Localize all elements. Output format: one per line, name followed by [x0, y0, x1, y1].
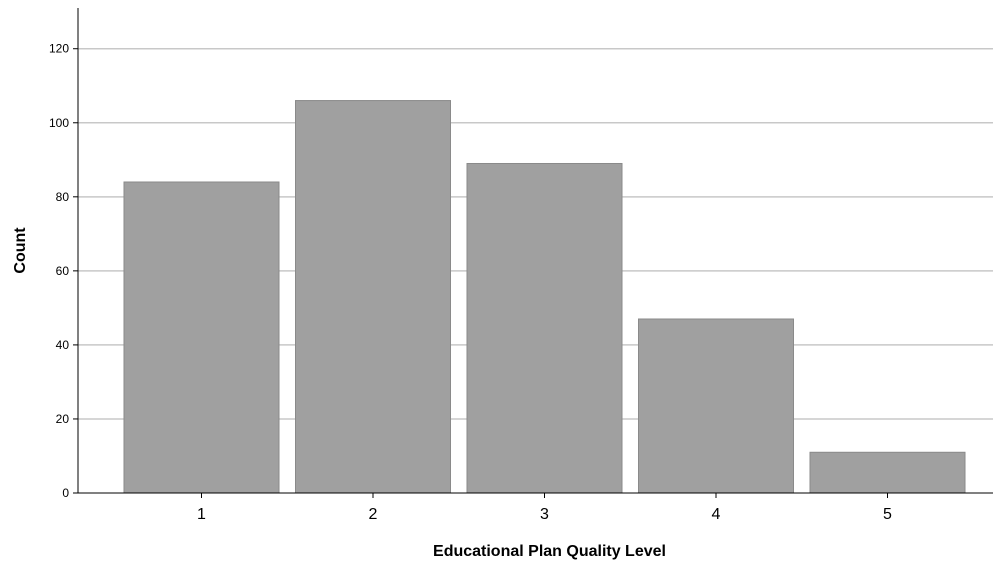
y-axis-title: Count	[12, 227, 29, 274]
y-tick-label: 20	[56, 412, 70, 426]
x-tick-label: 5	[883, 506, 892, 523]
x-tick-label: 3	[540, 506, 549, 523]
bar-1	[123, 181, 280, 494]
y-tick-label: 120	[49, 42, 69, 56]
y-tick-labels: 0 20 40 60 80 100 120	[49, 42, 78, 500]
x-tick-label: 1	[197, 506, 206, 523]
x-tick-label: 4	[712, 506, 721, 523]
y-tick-label: 60	[56, 264, 70, 278]
bar-5	[809, 451, 966, 494]
x-axis-title: Educational Plan Quality Level	[433, 543, 666, 560]
bars	[123, 100, 966, 494]
y-tick-label: 80	[56, 190, 70, 204]
y-tick-label: 100	[49, 116, 69, 130]
bar-2	[295, 100, 451, 494]
axes	[77, 8, 993, 494]
y-tick-label: 40	[56, 338, 70, 352]
x-tick-labels: 1 2 3 4 5	[197, 493, 892, 523]
y-tick-label: 0	[62, 486, 69, 500]
x-tick-label: 2	[369, 506, 378, 523]
bar-4	[638, 318, 794, 494]
bar-3	[466, 162, 623, 494]
